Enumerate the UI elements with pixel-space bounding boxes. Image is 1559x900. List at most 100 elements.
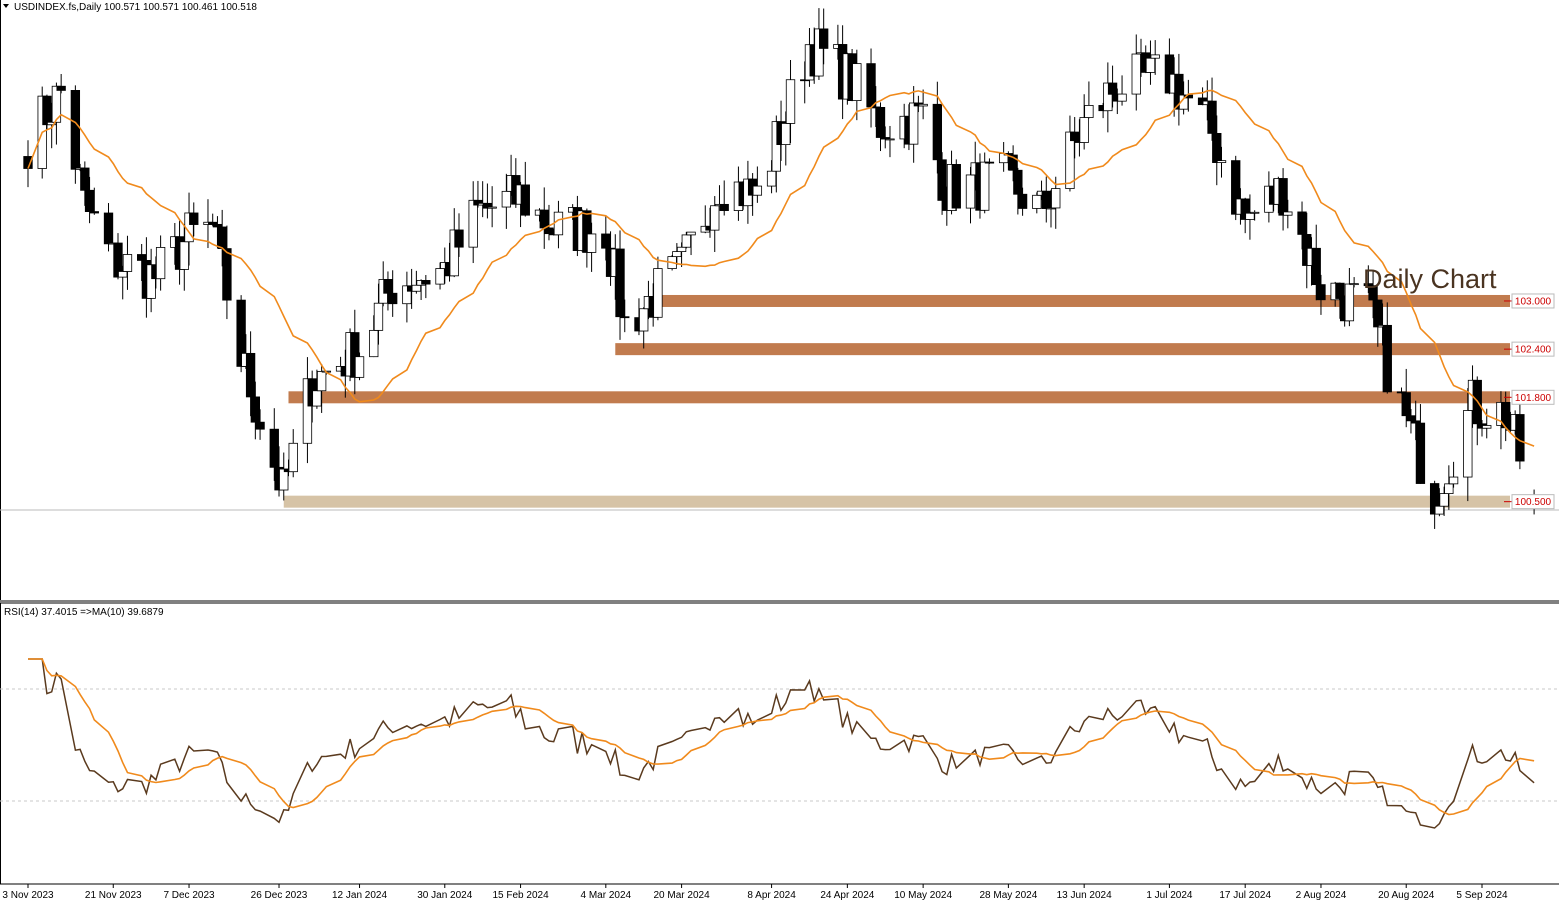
candle [468,181,478,264]
candle [222,225,232,320]
level-zone-100-500 [283,495,1510,508]
overlay-title: Daily Chart [1363,264,1497,294]
candle [354,352,365,381]
candle-body-bearish [1231,160,1241,215]
candle-body-bullish [676,246,687,252]
candle-body-bearish [1297,211,1307,235]
candle-body-bearish [103,212,114,245]
candle-body-bullish [1448,476,1459,485]
dropdown-triangle-icon[interactable] [3,4,9,8]
candle [984,158,995,164]
candle-body-bearish [951,164,961,209]
x-tick-label: 8 Apr 2024 [747,890,796,900]
candle [980,152,990,214]
x-tick-label: 20 Aug 2024 [1378,890,1435,900]
x-tick-label: 1 Jul 2024 [1146,890,1193,900]
candle [1316,274,1326,315]
candle [1051,176,1061,229]
time-axis: 3 Nov 2023 21 Nov 2023 7 Dec 2023 26 Dec 20… [2,884,1508,900]
x-tick-label: 10 May 2024 [894,890,952,900]
candle [937,152,947,215]
candle-body-bullish [1131,53,1141,95]
x-tick-label: 17 Jul 2024 [1219,890,1271,900]
candle-body-bearish [544,227,554,235]
candle [1103,62,1113,133]
candle-body-bullish [1444,483,1454,494]
candle-body-bearish [1070,131,1080,142]
candle [520,161,530,217]
candle [1515,394,1525,470]
candle [819,8,829,65]
candle-body-bullish [1150,54,1160,59]
candle [1463,388,1473,502]
candle [236,295,246,373]
candle [1349,277,1359,288]
symbol-header: USDINDEX.fs,Daily 100.571 100.571 100.46… [14,2,257,13]
candle-body-bullish [908,102,919,145]
candle-body-bullish [1434,505,1445,515]
candle [615,230,625,340]
candle-body-bullish [681,234,691,248]
candle-body-bearish [819,28,829,49]
candle-body-bullish [1439,493,1449,507]
level-labels: 103.000 102.400 101.800 100.500 [1504,293,1555,510]
candle [1207,77,1217,141]
candle-body-bearish [1013,169,1023,195]
candle [1216,146,1227,178]
candle [155,235,166,291]
level-label-box [1511,341,1555,357]
x-tick-label: 28 May 2024 [979,890,1037,900]
candle-body-bullish [1216,160,1227,163]
x-tick-label: 15 Feb 2024 [492,890,549,900]
candle-body-bearish [23,156,33,169]
candle-body-bullish [686,231,696,236]
candle-body-bullish [312,390,322,407]
candle [1032,192,1042,214]
candle [1013,167,1023,215]
candle [686,231,696,256]
candle-body-bearish [1335,282,1345,299]
candle-body-bearish [615,248,625,318]
candle [620,299,630,333]
candle-body-bearish [56,85,66,91]
candle-body-bearish [1278,178,1288,216]
candle-body-bullish [354,356,365,378]
candle-body-bearish [113,242,123,278]
candle [676,242,687,268]
candle-body-bullish [118,271,128,278]
candle-body-bearish [1401,392,1411,417]
candle-body-bullish [672,251,682,258]
candle [1041,176,1051,223]
candle [553,200,564,249]
candle [478,181,488,218]
x-tick-label: 3 Nov 2023 [2,890,54,900]
candle [1250,210,1260,221]
x-tick-label: 12 Jan 2024 [332,890,387,900]
candle [421,275,431,299]
candle-body-bullish [411,284,422,292]
candle-body-bullish [1079,117,1089,143]
rsi-panel: RSI(14) 37.4015 =>MA(10) 39.6879 [0,603,1559,884]
candle [710,196,720,253]
candle-body-bearish [1373,299,1383,328]
candle-body-bullish [435,268,445,285]
candle-body-bearish [421,280,431,285]
x-tick-label: 21 Nov 2023 [85,890,142,900]
candle [1311,224,1321,301]
candle-body-bullish [1344,283,1355,322]
candle-body-bearish [189,212,199,225]
candle-body-bullish [653,268,663,318]
candle [245,331,256,417]
candle [113,233,123,280]
candle [1444,465,1454,510]
candle-body-bearish [89,211,99,214]
candle-body-bearish [1017,193,1028,209]
candle-body-bearish [236,299,246,367]
candle [965,166,976,224]
candle-body-bearish [388,292,398,305]
candle-body-bullish [1463,410,1473,478]
candle-body-bullish [279,468,289,491]
candle [752,166,763,203]
candle [1401,368,1411,428]
level-label-box [1511,494,1555,510]
